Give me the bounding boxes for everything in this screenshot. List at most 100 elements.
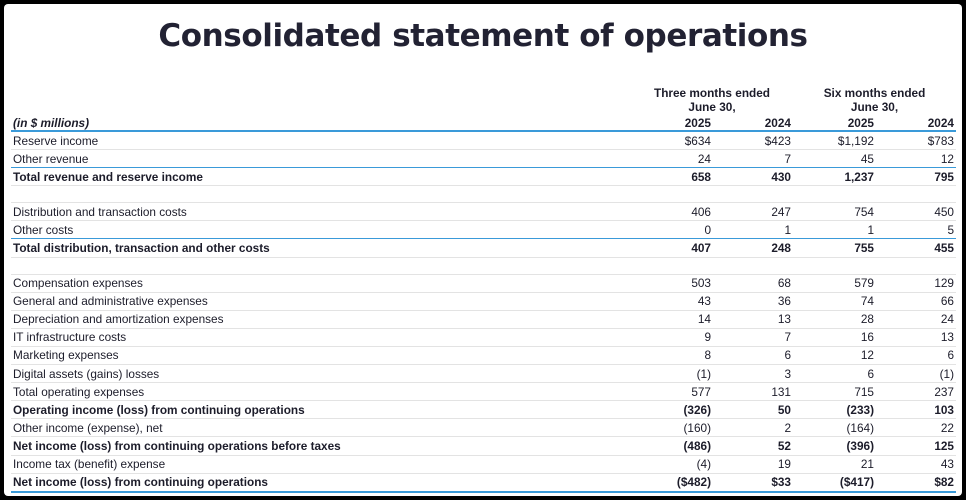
row-value: 43 [876,455,956,474]
statement-table: Three months ended June 30, Six months e… [11,80,956,493]
row-label: Total distribution, transaction and othe… [11,238,631,258]
table-row: Other costs 0 1 1 5 [11,220,956,240]
year-header-row: (in $ millions) 2025 2024 2025 2024 [11,115,956,132]
page-title: Consolidated statement of operations [158,18,808,54]
row-value: 14 [631,310,713,329]
table-row: Depreciation and amortization expenses 14… [11,310,956,329]
row-value: 13 [876,328,956,347]
six-months-header: Six months ended June 30, [793,80,956,115]
table-row: Total distribution, transaction and othe… [11,238,956,258]
header-spacer [11,80,631,115]
row-value: $82 [876,473,956,493]
row-value: 16 [793,328,876,347]
row-value: (1) [631,364,713,384]
row-label: Operating income (loss) from continuing … [11,400,631,420]
table-row: IT infrastructure costs 9 7 16 13 [11,328,956,347]
row-label: Depreciation and amortization expenses [11,310,631,329]
row-value: 755 [793,238,876,258]
row-label: Digital assets (gains) losses [11,364,631,384]
row-value: 13 [713,310,793,329]
row-value: 247 [713,202,793,222]
row-value: 0 [631,220,713,240]
row-value: 45 [793,149,876,169]
row-value: 28 [793,310,876,329]
row-value: 5 [876,220,956,240]
row-label: Other income (expense), net [11,418,631,438]
table-row [11,185,956,204]
row-label: Marketing expenses [11,346,631,366]
row-value: 12 [876,149,956,169]
row-value [631,185,713,204]
row-label: Other costs [11,220,631,240]
six-months-label: Six months ended [823,86,926,100]
row-value: 6 [876,346,956,366]
row-label: General and administrative expenses [11,292,631,311]
table-row: Total operating expenses 577 131 715 237 [11,382,956,402]
row-value: 129 [876,274,956,293]
row-value: (1) [876,364,956,384]
row-value: 455 [876,238,956,258]
year-header: 2025 [793,115,876,132]
table-row: Distribution and transaction costs 406 247… [11,202,956,222]
row-value: 74 [793,292,876,311]
row-value: 658 [631,167,713,187]
units-label: (in $ millions) [11,115,631,132]
row-label: IT infrastructure costs [11,328,631,347]
table-row: Compensation expenses 503 68 579 129 [11,274,956,293]
row-value: 6 [793,364,876,384]
row-label: Net income (loss) from continuing operat… [11,473,631,493]
row-label: Income tax (benefit) expense [11,455,631,474]
row-value [631,257,713,275]
row-value: 7 [713,328,793,347]
table-row: Other revenue 24 7 45 12 [11,149,956,169]
row-value: 577 [631,382,713,402]
row-value: 450 [876,202,956,222]
row-label: Total revenue and reserve income [11,167,631,187]
row-label: Compensation expenses [11,274,631,293]
row-value: $783 [876,131,956,151]
row-label: Total operating expenses [11,382,631,402]
row-value: (160) [631,418,713,438]
table-row [11,257,956,275]
row-value: (4) [631,455,713,474]
row-value: 22 [876,418,956,438]
row-value [876,185,956,204]
row-value [876,257,956,275]
row-value: 430 [713,167,793,187]
row-value [713,257,793,275]
row-label: Distribution and transaction costs [11,202,631,222]
row-value: 131 [713,382,793,402]
row-value: 52 [713,436,793,456]
row-value: 50 [713,400,793,420]
row-value: ($482) [631,473,713,493]
table-row: Marketing expenses 8 6 12 6 [11,346,956,366]
statement-panel: Consolidated statement of operations Thr… [4,4,962,496]
row-value: (233) [793,400,876,420]
row-value: 24 [631,149,713,169]
row-label: Other revenue [11,149,631,169]
table-row: Other income (expense), net (160) 2 (164) 22 [11,418,956,438]
table-row: Net income (loss) from continuing operat… [11,436,956,456]
row-value: 503 [631,274,713,293]
row-value: 715 [793,382,876,402]
row-label [11,257,631,275]
row-value [793,257,876,275]
row-value: 1 [793,220,876,240]
row-value: 66 [876,292,956,311]
row-value: (396) [793,436,876,456]
row-value: $1,192 [793,131,876,151]
row-label: Reserve income [11,131,631,151]
table-row: Reserve income $634 $423 $1,192 $783 [11,131,956,151]
row-value: 237 [876,382,956,402]
six-months-date: June 30, [850,100,899,114]
row-value: 1 [713,220,793,240]
row-value: 12 [793,346,876,366]
row-value: 19 [713,455,793,474]
table-row: Digital assets (gains) losses (1) 3 6 (1) [11,364,956,384]
table-row: Total revenue and reserve income 658 430 1,… [11,167,956,187]
table-row: Income tax (benefit) expense (4) 19 21 43 [11,455,956,474]
year-header: 2025 [631,115,713,132]
row-value: (164) [793,418,876,438]
row-value: 248 [713,238,793,258]
row-value: 9 [631,328,713,347]
